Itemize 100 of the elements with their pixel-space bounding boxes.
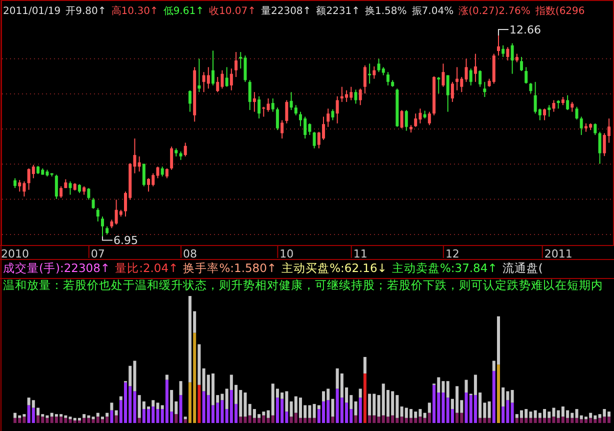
candlestick	[474, 53, 477, 82]
candlestick	[404, 110, 408, 132]
candlestick	[170, 146, 174, 170]
candlestick	[216, 76, 220, 93]
candlestick	[290, 92, 293, 111]
candlestick	[331, 108, 334, 121]
candlestick	[198, 58, 201, 93]
annotation: 主动卖盘%:37.84↑	[392, 261, 498, 275]
candlestick	[138, 156, 141, 172]
candlestick	[206, 66, 210, 90]
candlestick	[234, 52, 238, 78]
candlestick	[14, 178, 16, 189]
candlestick	[510, 42, 514, 74]
annotation: 温和放量：若股价也处于温和缓升状态，则升势相对健康，可继续持股；若股价下跌，则可认定跌势难以在短期内	[3, 278, 603, 292]
annotation: 6.95	[114, 234, 138, 248]
candlestick	[276, 107, 279, 131]
candlestick	[552, 100, 556, 112]
x-tick-label: 12	[445, 248, 460, 260]
annotation: 量比:2.04↑	[115, 261, 178, 275]
candlestick	[60, 186, 63, 198]
annotation: 额2231↑	[316, 6, 360, 17]
candlestick	[18, 179, 22, 192]
candlestick	[548, 104, 551, 118]
candlestick	[294, 104, 298, 116]
candlestick	[529, 82, 532, 94]
candlestick	[165, 168, 168, 179]
candlestick	[450, 81, 454, 102]
candlestick	[575, 106, 578, 120]
candlestick	[506, 46, 510, 61]
annotation: 换手率%:1.580↑	[183, 261, 277, 275]
candlestick	[266, 98, 270, 112]
candlestick	[184, 142, 187, 157]
candlestick	[456, 66, 459, 91]
candlestick	[142, 163, 146, 187]
candlestick	[54, 174, 58, 200]
annotation: 流通盘(	[502, 261, 543, 275]
candlestick	[372, 66, 376, 80]
candlestick	[68, 180, 72, 196]
candlestick	[96, 208, 100, 222]
candlestick	[363, 64, 366, 94]
x-tick-label: 10	[280, 248, 294, 260]
candlestick	[570, 101, 574, 112]
candlestick	[524, 66, 528, 84]
candlestick	[32, 164, 35, 179]
candlestick	[271, 98, 274, 112]
candlestick	[386, 72, 390, 86]
candlestick	[312, 131, 316, 149]
candlestick	[252, 92, 256, 112]
annotation: 成交量(手):22308↑	[3, 261, 110, 275]
candlestick	[285, 100, 288, 124]
annotation: 12.66	[510, 24, 541, 36]
candlestick	[400, 110, 404, 129]
candlestick	[358, 88, 362, 106]
candlestick	[188, 90, 192, 112]
annotation: 2011/01/19	[3, 6, 61, 17]
candlestick	[262, 106, 266, 118]
candlestick	[502, 44, 505, 58]
x-tick-label: 11	[353, 248, 368, 260]
x-tick-label: 2010	[1, 248, 29, 260]
candlestick	[160, 166, 164, 177]
annotation: 量22308↑	[260, 6, 312, 17]
candlestick	[598, 131, 602, 164]
candlestick	[230, 68, 233, 91]
candlestick	[225, 66, 228, 88]
candlestick	[469, 68, 472, 86]
x-tick-label: 08	[182, 248, 197, 260]
x-tick-label: 2011	[544, 248, 572, 260]
candlestick	[437, 76, 440, 94]
candlestick	[520, 56, 524, 72]
candlestick	[336, 96, 339, 124]
candlestick	[594, 122, 597, 136]
candlestick	[428, 111, 431, 126]
annotation: 开9.80↑	[66, 6, 106, 17]
candlestick	[100, 216, 104, 237]
candlestick	[258, 96, 261, 119]
candlestick	[248, 80, 252, 111]
candlestick	[580, 116, 583, 136]
candlestick	[212, 50, 214, 86]
candlestick	[147, 178, 150, 192]
annotation: 换1.58%	[365, 6, 407, 17]
annotation: 低9.61↑	[163, 6, 204, 17]
annotation: 涨(0.27)2.76%	[458, 6, 530, 17]
candlestick	[543, 108, 546, 121]
annotation: 主动买盘%:62.16↓	[282, 261, 387, 275]
candlestick	[326, 108, 330, 128]
annotation: 指数(6296	[535, 6, 585, 17]
candlestick	[446, 74, 450, 112]
candlestick	[566, 94, 570, 111]
annotation: 高10.30↑	[111, 6, 158, 17]
candlestick	[87, 188, 90, 200]
annotation: 振7.04%	[412, 6, 454, 17]
candlestick	[354, 89, 358, 104]
candlestick	[496, 35, 500, 56]
candlestick	[414, 113, 418, 128]
x-tick-label: 07	[90, 248, 105, 260]
annotation: 收10.07↑	[208, 6, 256, 17]
candlestick	[92, 197, 95, 210]
candlestick	[442, 63, 445, 88]
candlestick	[464, 58, 468, 82]
candlestick	[478, 70, 482, 88]
